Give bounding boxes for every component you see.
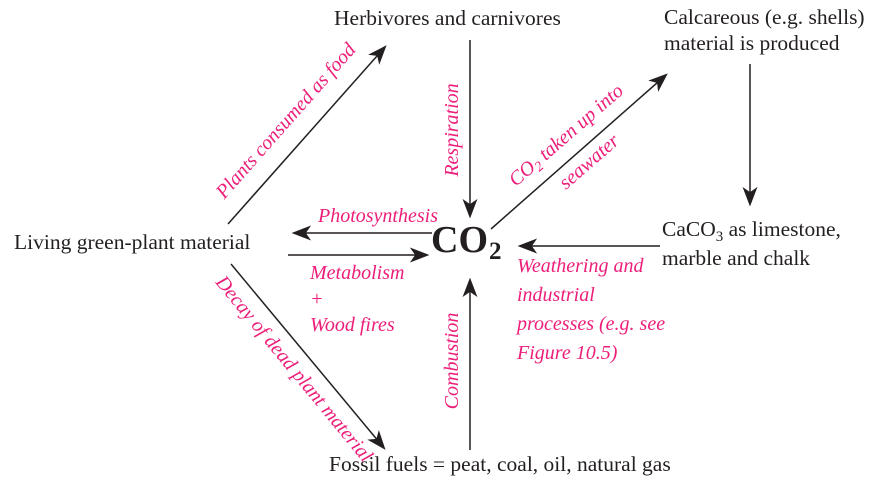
- edge-label-combustion: Combustion: [441, 312, 463, 410]
- node-caco3-line2: marble and chalk: [662, 245, 811, 270]
- caco3-subscript: 3: [715, 229, 724, 245]
- node-living-plant: Living green-plant material: [14, 230, 251, 254]
- co2-formula: CO: [431, 219, 488, 261]
- caco3-line1-rest: as limestone,: [723, 217, 841, 241]
- weathering-line4: Figure 10.5): [517, 342, 618, 364]
- edge-label-metabolism: Metabolism + Wood fires: [310, 260, 404, 338]
- edge-label-weathering: Weathering and industrial processes (e.g…: [517, 252, 665, 368]
- node-calcareous-line1: Calcareous (e.g. shells): [664, 5, 865, 29]
- node-herbivores: Herbivores and carnivores: [334, 6, 561, 30]
- node-fossil-fuels: Fossil fuels = peat, coal, oil, natural …: [329, 452, 671, 476]
- co2-subscript: 2: [489, 238, 502, 265]
- weathering-line2: industrial: [517, 284, 595, 306]
- metabolism-line3: Wood fires: [310, 314, 395, 336]
- node-calcareous: Calcareous (e.g. shells) material is pro…: [664, 5, 865, 56]
- node-caco3-line1: CaCO3 as limestone,: [662, 217, 841, 246]
- arrow-plants-consumed: [227, 45, 387, 225]
- metabolism-line2: +: [310, 288, 324, 310]
- node-caco3: CaCO3 as limestone, marble and chalk: [662, 217, 841, 271]
- metabolism-line1: Metabolism: [310, 262, 405, 284]
- edge-label-photosynthesis: Photosynthesis: [318, 205, 438, 227]
- weathering-line1: Weathering and: [517, 255, 644, 277]
- caco3-formula: CaCO: [662, 217, 716, 241]
- weathering-line3: processes (e.g. see: [517, 313, 666, 335]
- node-calcareous-line2: material is produced: [664, 30, 840, 55]
- edge-label-respiration: Respiration: [441, 83, 463, 177]
- node-co2: CO2: [431, 219, 502, 265]
- edge-label-plants-consumed: Plants consumed as food: [211, 39, 361, 203]
- edge-label-seawater: CO2 taken up into seawater: [501, 76, 654, 222]
